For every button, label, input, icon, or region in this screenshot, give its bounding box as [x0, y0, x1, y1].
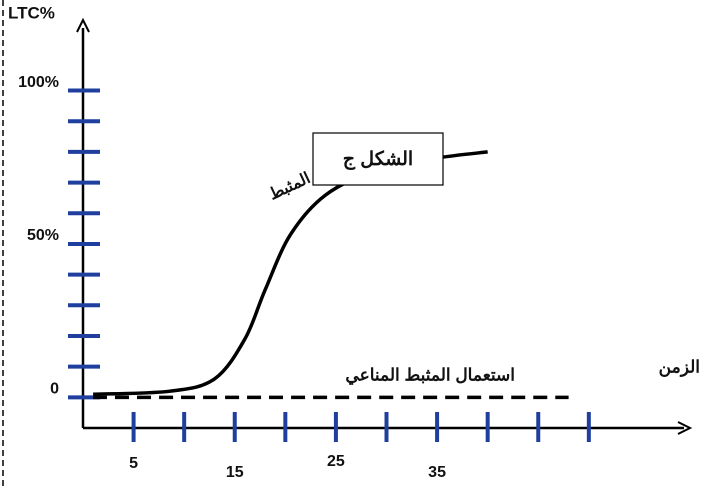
x-tick-label: 25 — [327, 453, 345, 470]
curve-label: المثبط — [267, 170, 314, 204]
x-tick-label: 15 — [226, 464, 244, 481]
y-tick-label: 50% — [27, 227, 59, 244]
y-axis-arrow — [76, 17, 90, 33]
figure-label: الشكل ج — [343, 149, 413, 170]
x-axis-arrow — [677, 421, 693, 435]
figure-box — [312, 132, 444, 186]
dashed-label: استعمال المثبط المناعي — [345, 365, 515, 385]
x-tick-label: 35 — [428, 464, 446, 481]
x-axis-label: الزمن — [659, 357, 700, 377]
y-tick-label: 100% — [18, 74, 59, 91]
x-tick-label: 5 — [129, 455, 138, 472]
y-axis-label: LTC% — [8, 3, 55, 22]
y-tick-label: 0 — [50, 381, 59, 398]
